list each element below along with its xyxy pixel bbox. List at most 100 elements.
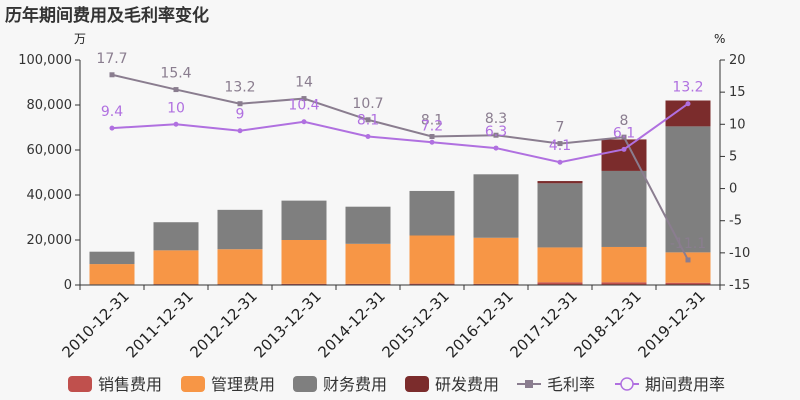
legend-marker [525,380,533,388]
series-point [365,134,371,139]
series-point [109,72,115,78]
series-point [173,87,179,93]
bar-segment [473,174,519,238]
bar-segment [537,282,583,285]
data-label: 8.1 [357,113,379,129]
bar-segment [409,190,455,236]
series-point [621,146,627,152]
series-point [493,145,499,151]
bar-segment [601,170,647,247]
right-tick-label: 0 [729,182,737,197]
legend-marker [620,377,634,391]
x-tick-label: 2019-12-31 [634,287,708,361]
data-label: 10 [167,100,185,116]
right-tick-label: -5 [729,214,742,229]
data-label: 8 [620,113,629,129]
data-label: 15.4 [160,66,191,82]
legend: 销售费用 管理费用 财务费用 研发费用 毛利率 期间费用率 [68,375,725,394]
data-label: 9.4 [101,104,123,120]
bar-segment [345,243,391,284]
data-label: 6.1 [613,125,635,141]
series-point [557,159,563,165]
legend-swatch [405,376,429,392]
data-label: 10.7 [352,96,383,112]
series-line [111,73,689,261]
bar-segment [345,206,391,244]
legend-item: 销售费用 [68,375,162,394]
x-tick-label: 2010-12-31 [58,287,132,361]
left-tick-label: 20,000 [27,233,73,248]
x-tick-label: 2013-12-31 [250,287,324,361]
bar-segment [153,222,199,251]
data-label: 10.4 [288,98,319,114]
series-point [685,257,691,263]
left-tick-label: 0 [64,278,72,293]
left-tick-label: 40,000 [27,188,73,203]
series-point [173,121,179,127]
legend-swatch [68,376,92,392]
series-point [301,96,307,102]
legend-label: 研发费用 [435,375,499,394]
right-tick-label: 5 [729,149,737,164]
left-tick-label: 80,000 [27,98,73,113]
right-tick-label: 15 [729,85,746,100]
chart-title: 历年期间费用及毛利率变化 [5,5,209,26]
data-label: 7 [556,120,565,136]
x-tick-label: 2017-12-31 [506,287,580,361]
legend-label: 销售费用 [98,375,162,394]
bar-segment [217,249,263,285]
series-point [429,134,435,139]
bar-segment [473,237,519,284]
series-point [301,119,307,125]
left-tick-label: 60,000 [27,143,73,158]
data-label: 8.3 [485,111,507,127]
legend-label: 毛利率 [547,375,595,394]
bar-segment [89,251,135,265]
data-label: 6.3 [485,124,507,140]
x-tick-label: 2015-12-31 [378,287,452,361]
bar-segment [601,282,647,285]
series-point [109,125,115,131]
series-point [685,101,691,107]
data-label: 8.1 [421,113,443,129]
data-label: 7.2 [421,118,443,134]
data-label: 4.1 [549,138,571,154]
data-label: 13.2 [672,80,703,96]
data-label: 17.7 [96,51,127,67]
legend-item: 管理费用 [181,375,275,394]
legend-item: 研发费用 [405,375,499,394]
legend-label: 期间费用率 [645,375,725,394]
x-tick-label: 2014-12-31 [314,287,388,361]
series-line [111,102,689,164]
x-tick-label: 2012-12-31 [186,287,260,361]
series-point [237,101,243,107]
data-label: 14 [295,75,313,91]
bar-segment [89,264,135,285]
data-label: 9 [236,107,245,123]
data-label: -11.1 [670,236,706,252]
right-tick-label: 10 [729,117,746,132]
legend-swatch [293,376,317,392]
series-point [621,134,627,140]
bar-segment [537,183,583,248]
x-tick-label: 2011-12-31 [122,287,196,361]
series-point [365,117,371,123]
bar-segment [345,283,391,285]
bar-segment [409,235,455,284]
left-tick-label: 100,000 [18,53,72,68]
bar-segment [281,240,327,284]
x-tick-label: 2016-12-31 [442,287,516,361]
bar-segment [153,250,199,285]
bar-segment [601,246,647,283]
bars [89,100,711,285]
legend-item: 毛利率 [517,375,595,394]
left-axis-unit: 万 [74,32,86,46]
series-point [429,139,435,145]
bar-segment [217,209,263,250]
bar-segment [281,283,327,285]
right-tick-label: 20 [729,53,746,68]
right-axis-unit: % [714,32,725,46]
bar-segment [473,283,519,285]
